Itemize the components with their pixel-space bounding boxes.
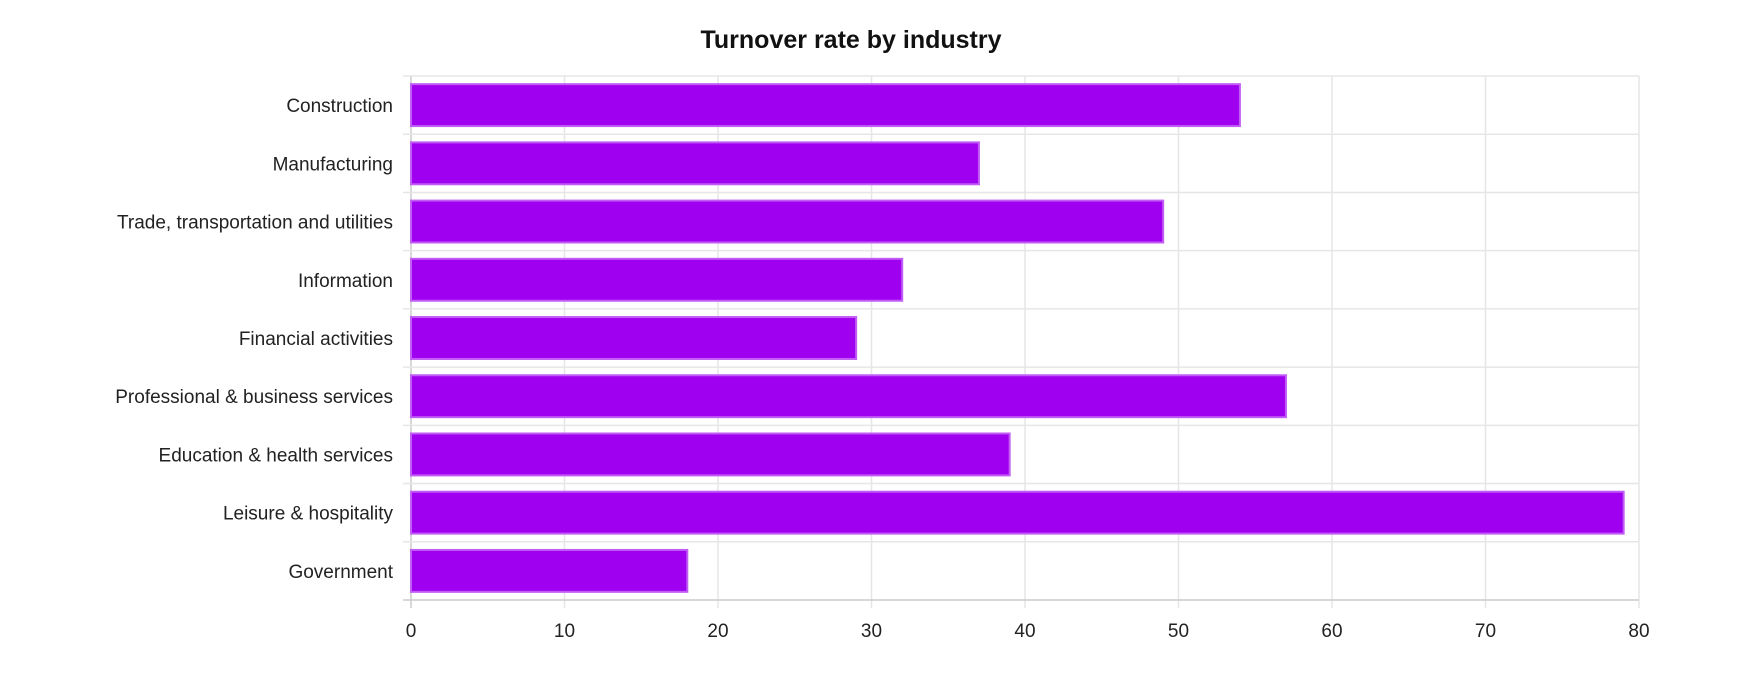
- category-label: Professional & business services: [115, 387, 393, 408]
- bars-layer: [410, 83, 1625, 593]
- category-label: Leisure & hospitality: [223, 504, 394, 525]
- bar: [410, 257, 904, 302]
- x-axis-tick-labels: 0 10 20 30 40 50 60 70 80: [406, 621, 1650, 642]
- x-tick-label: 70: [1475, 621, 1496, 642]
- x-tick-label: 0: [406, 621, 417, 642]
- bar: [410, 199, 1165, 244]
- x-tick-label: 50: [1168, 621, 1189, 642]
- x-tick-label: 10: [554, 621, 575, 642]
- category-label: Information: [298, 271, 393, 292]
- category-label: Education & health services: [159, 445, 393, 466]
- bar: [410, 316, 858, 360]
- x-tick-label: 30: [861, 621, 882, 642]
- bar: [410, 548, 689, 593]
- x-tick-label: 20: [707, 621, 728, 642]
- category-labels: Construction Manufacturing Trade, transpor…: [115, 96, 393, 583]
- category-label: Manufacturing: [273, 154, 393, 175]
- chart-title: Turnover rate by industry: [700, 26, 1002, 54]
- bar: [410, 490, 1625, 535]
- category-label: Financial activities: [239, 329, 393, 350]
- x-tick-label: 60: [1321, 621, 1342, 642]
- x-tick-label: 40: [1014, 621, 1035, 642]
- bar: [410, 83, 1241, 128]
- bar: [410, 141, 980, 186]
- category-label: Trade, transportation and utilities: [117, 213, 393, 234]
- category-label: Construction: [286, 96, 393, 117]
- x-tick-label: 80: [1628, 621, 1649, 642]
- category-label: Government: [288, 562, 393, 583]
- bar: [410, 374, 1287, 419]
- bar: [410, 432, 1011, 477]
